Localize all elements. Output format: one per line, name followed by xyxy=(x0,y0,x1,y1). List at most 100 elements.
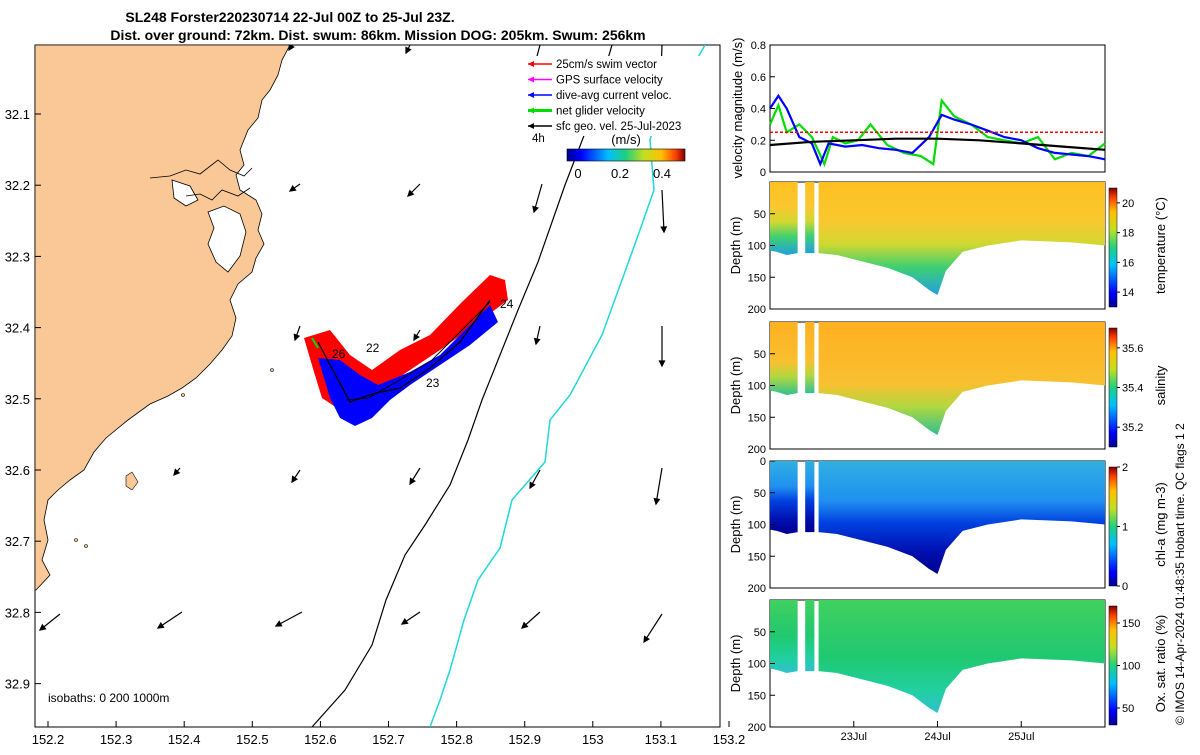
day-label: 23 xyxy=(426,376,440,390)
speed-colorbar-tick: 0 xyxy=(574,166,581,181)
section-y-tick-label: 50 xyxy=(754,349,766,361)
geo-velocity-arrowhead xyxy=(658,360,666,368)
section-y-tick-label: 150 xyxy=(748,272,766,284)
section-y-tick-label: 150 xyxy=(748,690,766,702)
section-data-fill xyxy=(805,461,815,533)
geo-velocity-arrowhead xyxy=(660,226,668,234)
colorbar-tick-label: 20 xyxy=(1122,198,1134,210)
velocity-y-tick-label: 0.8 xyxy=(751,40,766,52)
legend-label: 25cm/s swim vector xyxy=(556,59,657,71)
geo-velocity-arrowhead xyxy=(156,622,165,629)
geo-velocity-arrowhead xyxy=(533,337,541,346)
colorbar-tick-label: 18 xyxy=(1122,228,1134,240)
map-y-tick-label: 32.8 xyxy=(5,605,30,620)
island xyxy=(270,368,274,372)
date-axis: 23Jul 24Jul 25Jul xyxy=(841,721,1034,743)
colorbar-label: chl-a (mg m-3) xyxy=(1153,482,1168,567)
date-tick-label: 24Jul xyxy=(924,731,950,743)
glider-track-2 xyxy=(345,301,491,401)
section-data-fill xyxy=(770,182,798,256)
section-y-tick-label: 100 xyxy=(748,520,766,532)
river xyxy=(149,159,253,179)
velocity-y-tick-label: 0.4 xyxy=(751,104,766,116)
geo-velocity-arrowhead xyxy=(643,635,650,644)
section-panel: 50 100 150 200 Depth (m) 50 100 150 Ox. sat. rat… xyxy=(728,599,1168,734)
day-label: 22 xyxy=(366,341,380,355)
section-ylabel: Depth (m) xyxy=(728,496,743,554)
figure-title-line1: SL248 Forster220230714 22-Jul 00Z to 25-… xyxy=(125,9,454,25)
colorbar-tick-label: 14 xyxy=(1122,287,1134,299)
geo-velocity-arrowhead xyxy=(407,189,415,197)
map-legend-box xyxy=(522,56,702,136)
geo-velocity-arrowhead xyxy=(409,477,416,486)
velocity-series-line xyxy=(768,97,1106,168)
section-panel: 0 50 100 150 200 Depth (m) 0 1 2 chl-a (mg m-3) xyxy=(728,456,1168,595)
colorbar-label: Ox. sat. ratio (%) xyxy=(1153,615,1168,713)
colorbar-tick-label: 2 xyxy=(1122,462,1128,474)
isobaths-label: isobaths: 0 200 1000m xyxy=(48,691,169,705)
map-y-tick-label: 32.5 xyxy=(5,392,30,407)
geo-velocity-arrowhead xyxy=(288,45,295,52)
map-y-tick-label: 32.7 xyxy=(5,534,30,549)
day-label: 24 xyxy=(500,297,514,311)
geo-velocity-arrowhead xyxy=(38,623,47,631)
geo-velocity-arrows xyxy=(38,45,668,644)
speed-colorbar-tick: 0.4 xyxy=(653,166,671,181)
section-colorbar xyxy=(1108,187,1118,308)
lake xyxy=(171,179,199,207)
legend-label: GPS surface velocity xyxy=(556,75,663,87)
section-y-tick-label: 200 xyxy=(748,444,766,456)
colorbar-label: temperature (°C) xyxy=(1153,197,1168,294)
section-panel: 50 100 150 200 Depth (m) 14 16 18 20 temperature … xyxy=(728,181,1168,316)
map-y-tick-label: 32.4 xyxy=(5,321,30,336)
geo-velocity-arrow xyxy=(661,189,665,233)
section-data-fill xyxy=(805,182,815,254)
colorbar-tick-label: 35.6 xyxy=(1122,343,1143,355)
geo-velocity-arrowhead xyxy=(529,481,536,490)
section-data-fill xyxy=(770,322,798,396)
map-y-tick-label: 32.1 xyxy=(5,107,30,122)
section-y-tick-label: 50 xyxy=(754,209,766,221)
island xyxy=(74,538,78,542)
section-y-tick-label: 200 xyxy=(748,304,766,316)
legend-label: net glider velocity xyxy=(556,106,645,118)
geo-velocity-arrowhead xyxy=(173,468,181,477)
section-data-fill xyxy=(770,600,798,674)
geo-velocity-arrowhead xyxy=(291,475,298,484)
map-y-tick-label: 32.9 xyxy=(5,677,30,692)
geo-velocity-arrowhead xyxy=(405,46,412,55)
section-data-fill xyxy=(805,600,815,672)
section-ylabel: Depth (m) xyxy=(728,357,743,415)
section-colorbar xyxy=(1108,466,1118,587)
legend-arrowhead xyxy=(528,107,534,114)
section-panel: 50 100 150 200 Depth (m) 35.2 35.4 35.6 salinity xyxy=(728,321,1168,456)
geo-velocity-arrowhead xyxy=(288,184,297,192)
map-x-tick-label: 152.5 xyxy=(236,732,269,747)
section-y-tick-label: 0 xyxy=(760,456,766,468)
velocity-y-tick-label: 0.6 xyxy=(751,72,766,84)
colorbar-tick-label: 1 xyxy=(1122,522,1128,534)
colorbar-tick-label: 16 xyxy=(1122,257,1134,269)
date-tick-label: 25Jul xyxy=(1008,731,1034,743)
section-y-tick-label: 200 xyxy=(748,583,766,595)
current-vector-field xyxy=(318,305,498,426)
velocity-y-tick-label: 0 xyxy=(760,167,766,179)
figure-title-line2: Dist. over ground: 72km. Dist. swum: 86k… xyxy=(110,27,645,43)
river xyxy=(185,187,251,201)
island xyxy=(125,471,139,491)
map-y-tick-label: 32.6 xyxy=(5,463,30,478)
velocity-series-line xyxy=(769,137,1106,151)
section-colorbar xyxy=(1108,327,1118,448)
isobath-200m xyxy=(311,45,613,727)
legend-arrowhead xyxy=(528,92,534,98)
geo-velocity-arrowhead xyxy=(274,620,283,627)
legend-label: sfc geo. vel. 25-Jul-2023 xyxy=(556,121,681,133)
date-tick-label: 23Jul xyxy=(841,731,867,743)
island xyxy=(84,544,88,548)
section-y-tick-label: 50 xyxy=(754,627,766,639)
map-x-tick-label: 153 xyxy=(582,732,604,747)
map-y-axis: 32.1 32.2 32.3 32.4 32.5 32.6 32.7 32.8 32.9 xyxy=(5,107,41,692)
colorbar-tick-label: 100 xyxy=(1122,661,1140,673)
section-ylabel: Depth (m) xyxy=(728,217,743,275)
